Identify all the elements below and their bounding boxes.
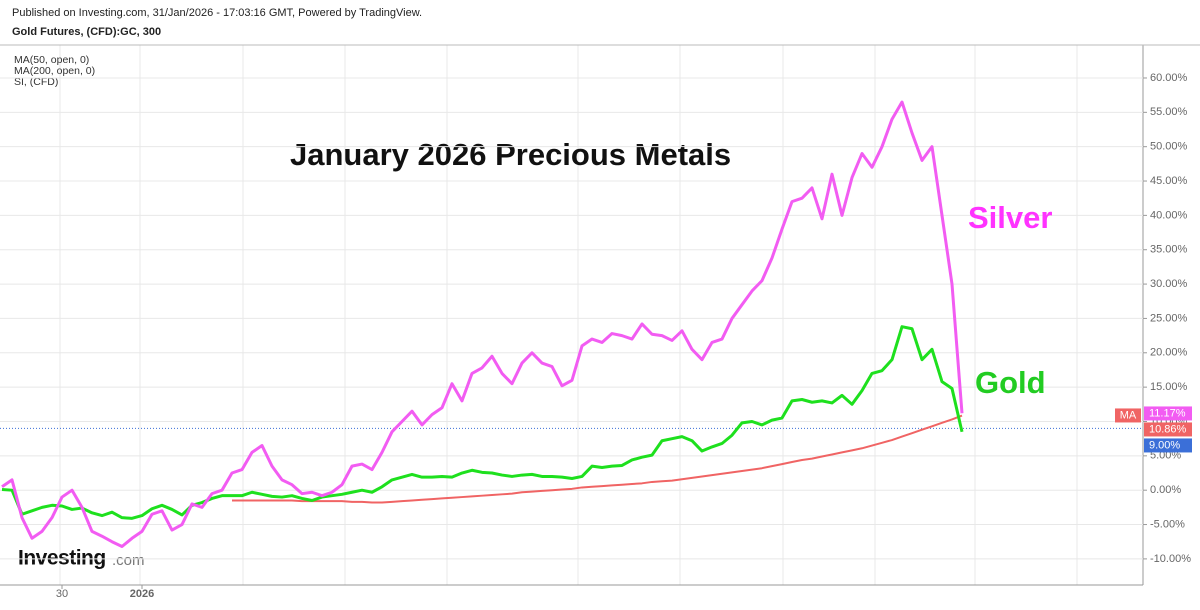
series-line (232, 414, 963, 504)
series-label: Gold (975, 365, 1046, 400)
y-tick-label: -10.00% (1150, 553, 1191, 565)
x-tick-label: 30 (56, 588, 68, 600)
logo-suffix: .com (112, 552, 145, 569)
y-tick-label: 60.00% (1150, 72, 1188, 84)
last-value-tag (1144, 422, 1192, 437)
logo-brand: Investing (18, 547, 106, 570)
last-value-tag (1144, 406, 1192, 421)
last-value-label: 10.86% (1149, 423, 1187, 435)
indicator-label: SI, (CFD) (14, 76, 58, 88)
y-tick-label: 30.00% (1150, 278, 1188, 290)
series-line (1, 100, 964, 549)
y-tick-label: 15.00% (1150, 381, 1188, 393)
last-value-label: 9.00% (1149, 439, 1180, 451)
y-tick-label: 20.00% (1150, 347, 1188, 359)
y-tick-label: 45.00% (1150, 175, 1188, 187)
y-tick-label: 5.00% (1150, 450, 1181, 462)
indicator-label: MA(50, open, 0) (14, 54, 89, 66)
last-value-tag (1144, 438, 1192, 453)
logo: Investing .com (18, 547, 145, 570)
series-label: Silver (968, 200, 1052, 235)
y-tick-label: 0.00% (1150, 484, 1181, 496)
last-value-label: 11.17% (1149, 407, 1186, 419)
instrument: Gold Futures, (CFD):GC, 300 (12, 26, 161, 38)
y-tick-label: 40.00% (1150, 209, 1188, 221)
chart-title: January 2026 Precious Metals (290, 137, 731, 172)
indicator-label: MA(200, open, 0) (14, 65, 95, 77)
y-tick-label: 50.00% (1150, 141, 1188, 153)
y-tick-label: 25.00% (1150, 312, 1188, 324)
y-tick-label: 55.00% (1150, 106, 1188, 118)
series-tag (1115, 408, 1141, 423)
series-tag-label: MA (1120, 409, 1137, 421)
published-note: Published on Investing.com, 31/Jan/2026 … (12, 7, 422, 19)
x-tick-label: 2026 (130, 588, 154, 600)
series-line (1, 325, 964, 520)
y-tick-label: 35.00% (1150, 244, 1188, 256)
vertical-grid (59, 45, 1078, 585)
y-tick-label: -5.00% (1150, 518, 1185, 530)
